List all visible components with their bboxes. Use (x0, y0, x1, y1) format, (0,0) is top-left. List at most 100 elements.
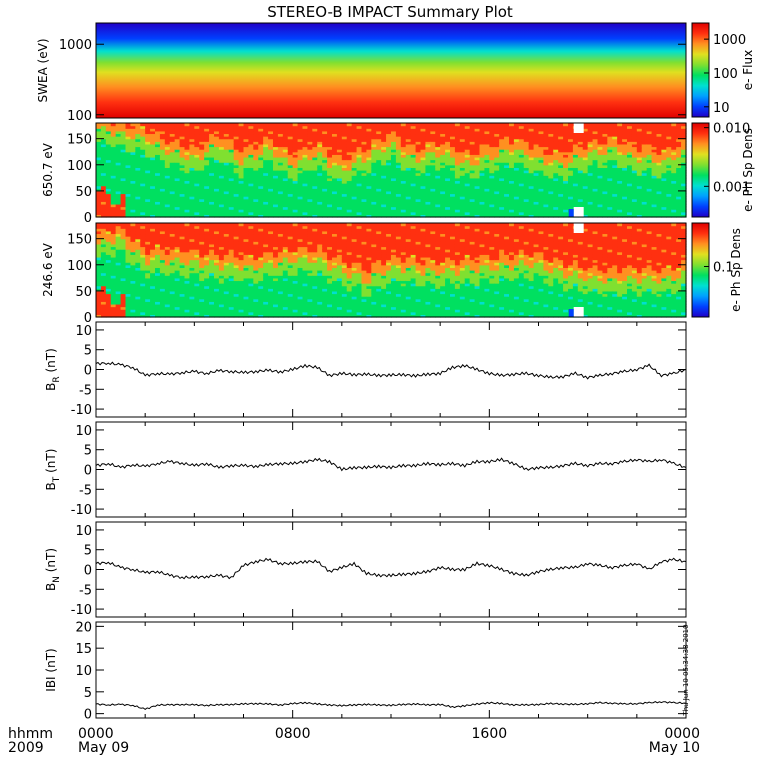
pad650-cell (425, 188, 431, 192)
pad650-cell (676, 136, 682, 140)
pad650-cell (681, 188, 687, 192)
pad650-cell (332, 180, 338, 184)
pad650-cell (366, 149, 372, 153)
pad650-cell (450, 190, 456, 195)
pad650-cell (391, 211, 397, 215)
pad650-cell (612, 136, 618, 140)
pad650-cell (592, 177, 599, 182)
pad650-cell (440, 123, 446, 127)
pad246-cell (159, 264, 166, 268)
pad650-cell (204, 206, 210, 210)
pad650-cell (273, 203, 279, 208)
pad246-cell (140, 293, 146, 297)
pad650-cell (140, 149, 146, 153)
pad246-cell (174, 309, 181, 313)
pad650-cell (150, 162, 156, 166)
pad650-cell (145, 151, 151, 155)
pad650-cell (617, 196, 623, 200)
pad650-cell (543, 167, 549, 171)
pad650-cell (376, 167, 382, 171)
pad650-cell (268, 203, 274, 208)
pad246-cell (145, 254, 151, 258)
pad650-cell (617, 156, 623, 161)
pad246-cell (110, 311, 117, 315)
pad650-cell (597, 209, 604, 213)
pad650-cell (533, 159, 540, 163)
pad650-cell (666, 196, 672, 200)
pad650-cell (435, 159, 441, 163)
pad650-cell (602, 193, 608, 197)
pad650-cell (155, 133, 161, 137)
pad650-cell (233, 185, 240, 189)
pad650-cell (622, 154, 628, 158)
pad650-cell (636, 201, 643, 205)
pad650-cell (100, 190, 107, 195)
pad650-cell (125, 211, 132, 215)
pad650-cell (209, 123, 215, 127)
pad650-cell (174, 162, 181, 166)
pad650-cell (371, 198, 377, 202)
pad650-cell (268, 185, 274, 189)
pad650-cell (120, 146, 127, 150)
pad650-cell (263, 162, 269, 166)
pad650-cell (602, 180, 608, 184)
pad650-cell (179, 156, 186, 161)
pad650-cell (130, 170, 136, 174)
pad650-cell (509, 206, 515, 210)
pad650-cell (120, 123, 127, 127)
pad246-cell (145, 264, 151, 268)
pad650-cell (454, 151, 461, 155)
pad650-cell (273, 143, 279, 148)
pad246-cell (150, 249, 156, 253)
pad246-cell (164, 223, 171, 227)
pad246-cell (184, 285, 191, 289)
pad650-cell (445, 203, 451, 208)
pad650-cell (135, 175, 141, 179)
pad246-cell (120, 241, 127, 245)
pad650-cell (504, 190, 510, 195)
pad650-cell (548, 130, 554, 135)
pad650-cell (666, 190, 672, 195)
pad650-cell (548, 214, 554, 218)
pad650-cell (587, 183, 594, 187)
pad650-cell (253, 172, 259, 176)
pad650-cell (553, 172, 559, 176)
pad650-cell (199, 190, 205, 195)
pad650-cell (405, 206, 412, 210)
pad650-cell (381, 198, 387, 202)
pad650-cell (553, 170, 559, 174)
pad650-cell (327, 183, 333, 187)
pad650-cell (459, 183, 466, 187)
pad650-cell (631, 151, 638, 155)
pad246-cell (120, 246, 127, 250)
pad650-cell (474, 201, 481, 205)
pad650-cell (666, 183, 672, 187)
pad650-cell (120, 209, 127, 213)
pad650-cell (223, 170, 230, 174)
pad246-cell (96, 296, 102, 300)
pad650-cell (336, 209, 343, 213)
pad650-cell (553, 141, 559, 145)
pad650-cell (130, 206, 136, 210)
pad650-cell (277, 151, 284, 155)
pad650-cell (646, 167, 653, 171)
pad650-cell (661, 214, 667, 218)
pad650-cell (528, 125, 535, 129)
pad650-cell (612, 133, 618, 137)
pad650-cell (464, 162, 471, 166)
pad650-cell (317, 198, 323, 202)
pad650-cell (327, 196, 333, 200)
pad650-cell (666, 214, 672, 218)
pad650-cell (631, 193, 638, 197)
pad650-cell (366, 193, 372, 197)
pad650-cell (592, 154, 599, 158)
pad650-cell (258, 130, 264, 135)
pad246-cell (130, 262, 136, 266)
pad650-cell (174, 190, 181, 195)
pad650-cell (218, 133, 225, 137)
pad650-cell (582, 175, 589, 179)
pad650-cell (410, 141, 417, 145)
pad246-cell (159, 285, 166, 289)
pad650-cell (223, 154, 230, 158)
pad650-cell (523, 196, 530, 200)
